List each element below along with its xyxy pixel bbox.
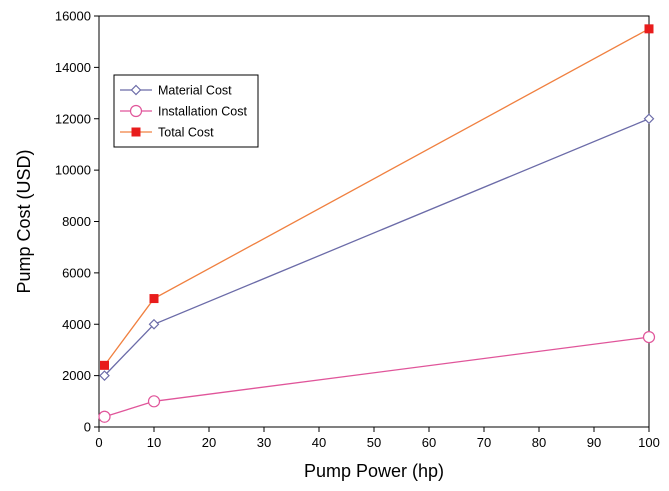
series-total-cost [100,24,654,370]
y-tick-label: 4000 [62,317,91,332]
series-installation-cost [98,330,656,423]
x-tick-label: 30 [257,435,271,450]
legend-marker [130,84,142,96]
legend-entry: Material Cost [120,84,232,98]
y-tick-label: 16000 [55,9,91,24]
data-point [99,370,110,381]
y-tick-label: 0 [84,420,91,435]
series-layer [98,24,656,423]
data-point [643,113,655,125]
legend: Material Cost Installation Cost Total Cost [113,74,259,148]
data-point [98,410,111,423]
legend-label: Material Cost [158,84,232,98]
series-line [104,336,650,418]
x-tick-label: 60 [422,435,436,450]
y-tick-label: 14000 [55,60,91,75]
x-tick-label: 50 [367,435,381,450]
x-tick-label: 90 [587,435,601,450]
x-tick-label: 100 [638,435,660,450]
y-tick-label: 8000 [62,214,91,229]
y-axis-title: Pump Cost (USD) [14,149,34,293]
series-line [104,118,650,377]
data-point [642,330,656,344]
x-axis-title: Pump Power (hp) [304,461,444,481]
y-tick-label: 2000 [62,368,91,383]
y-tick-label: 6000 [62,265,91,280]
legend-marker [131,127,141,137]
data-point [147,395,161,408]
axes: 0 10 20 30 40 50 60 70 80 90 100 0 2000 4000 6000 8000… [14,9,660,482]
y-tick-label: 10000 [55,163,91,178]
series-material-cost [99,113,655,381]
data-point [644,24,654,34]
x-tick-label: 40 [312,435,326,450]
x-axis-ticks: 0 10 20 30 40 50 60 70 80 90 100 [95,427,660,450]
x-tick-label: 0 [95,435,102,450]
y-tick-label: 12000 [55,111,91,126]
data-point [149,294,159,304]
x-tick-label: 10 [147,435,161,450]
legend-marker [129,104,143,118]
data-point [100,360,109,370]
legend-label: Installation Cost [158,105,247,119]
x-tick-label: 70 [477,435,491,450]
y-axis-ticks: 0 2000 4000 6000 8000 10000 12000 14000 16000 [55,9,99,435]
legend-label: Total Cost [158,126,214,140]
x-tick-label: 80 [532,435,546,450]
data-point [148,318,160,330]
legend-entry: Installation Cost [120,105,247,119]
x-tick-label: 20 [202,435,216,450]
legend-entry: Total Cost [120,126,214,140]
